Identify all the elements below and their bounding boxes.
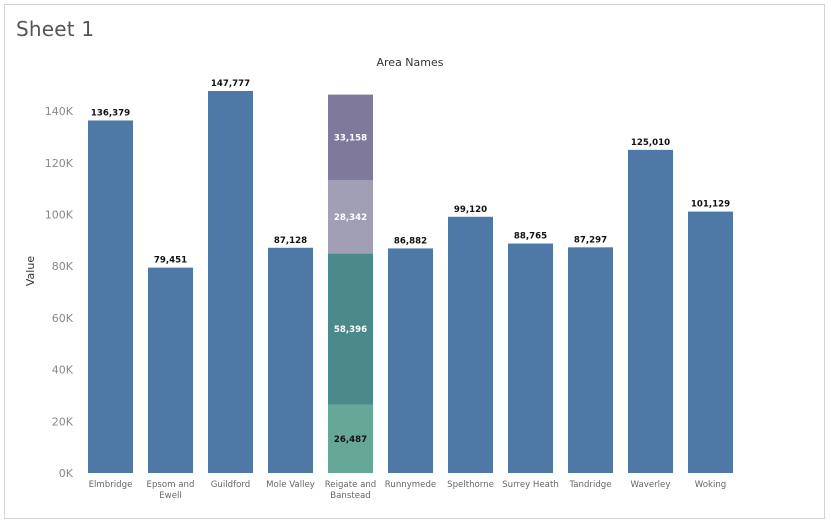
bar (208, 91, 253, 473)
bar-value-label: 88,765 (514, 232, 547, 242)
bar (448, 216, 493, 474)
segment-label: 28,342 (334, 213, 367, 223)
x-tick-label: Tandridge (568, 480, 611, 490)
x-tick-label: Woking (695, 480, 727, 490)
bar (88, 120, 133, 473)
y-tick-label: 60K (52, 312, 74, 325)
bar (688, 211, 733, 473)
segment-label: 26,487 (334, 435, 367, 445)
x-tick-label: Runnymede (385, 480, 436, 490)
bar-segment (328, 253, 373, 405)
bar (568, 247, 613, 473)
x-tick-label: Reigate and (325, 480, 377, 490)
bar-value-label: 101,129 (691, 200, 730, 210)
bar-segment (328, 94, 373, 181)
bar (508, 243, 553, 473)
y-axis: 0K 20K 40K 60K 80K 100K 120K 140K (45, 105, 74, 480)
y-tick-label: 20K (52, 415, 74, 428)
bar-value-label: 147,777 (211, 79, 250, 89)
x-tick-label: Banstead (330, 491, 370, 501)
x-tick-label: Spelthorne (447, 480, 494, 490)
x-tick-label: Epsom and (147, 480, 195, 490)
bars: 136,379 79,451 147,777 87,128 26,487 58,396 28… (88, 79, 733, 474)
bar (268, 247, 313, 473)
bar (148, 267, 193, 473)
segment-label: 58,396 (334, 325, 367, 335)
bar-segment (328, 180, 373, 254)
bar-value-label: 125,010 (631, 138, 670, 148)
bar (388, 248, 433, 473)
x-tick-label: Surrey Heath (502, 480, 559, 490)
x-tick-label: Waverley (631, 480, 671, 490)
bar-value-label: 99,120 (454, 205, 487, 215)
bar (628, 149, 673, 473)
y-tick-label: 100K (45, 209, 74, 222)
y-tick-label: 0K (59, 467, 74, 480)
bar-value-label: 79,451 (154, 256, 187, 266)
bar-value-label: 87,297 (574, 235, 607, 245)
y-tick-label: 120K (45, 157, 74, 170)
bar-value-label: 136,379 (91, 108, 130, 118)
bar-value-label: 87,128 (274, 236, 307, 246)
x-tick-label: Mole Valley (266, 480, 315, 490)
y-axis-title: Value (24, 256, 37, 286)
bar-segment (328, 404, 373, 473)
y-tick-label: 140K (45, 105, 74, 118)
bar-value-label: 86,882 (394, 236, 427, 246)
sheet-frame (4, 4, 825, 519)
y-tick-label: 80K (52, 260, 74, 273)
chart-title: Area Names (377, 56, 444, 69)
x-tick-label: Elmbridge (89, 480, 133, 490)
y-tick-label: 40K (52, 364, 74, 377)
x-tick-label: Guildford (211, 480, 250, 490)
x-tick-label: Ewell (159, 491, 182, 501)
segment-label: 33,158 (334, 133, 367, 143)
sheet-title: Sheet 1 (16, 17, 95, 41)
